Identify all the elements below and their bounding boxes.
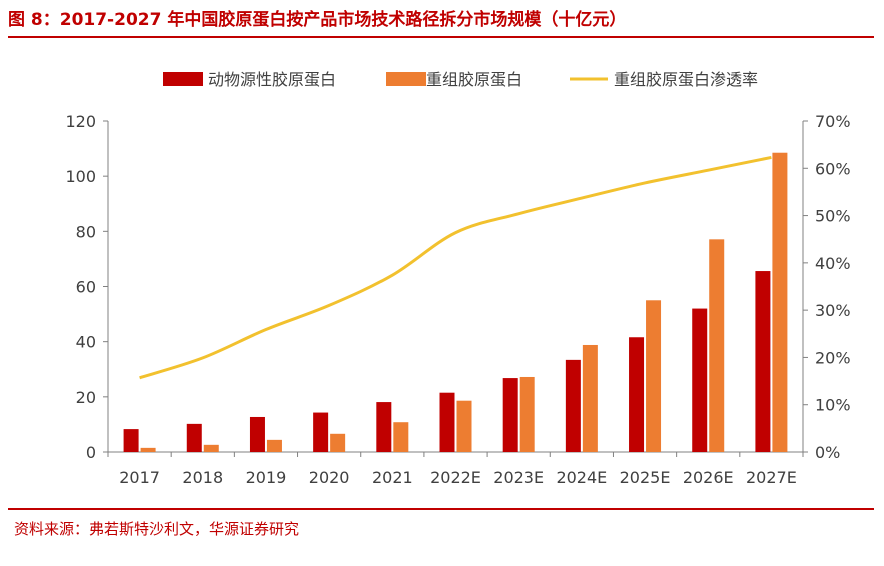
title-divider	[8, 36, 874, 38]
left-tick-label: 120	[65, 112, 96, 131]
legend-recombinant-swatch	[386, 72, 426, 86]
x-tick-label: 2020	[309, 468, 350, 487]
left-tick-label: 80	[76, 222, 96, 241]
bar-recombinant	[646, 300, 662, 452]
bar-recombinant	[203, 444, 219, 452]
right-tick-label: 50%	[815, 207, 851, 226]
right-tick-label: 10%	[815, 396, 851, 415]
legend-recombinant-label: 重组胶原蛋白	[426, 70, 522, 89]
bar-animal	[123, 429, 139, 452]
penetration-line	[139, 155, 772, 380]
bar-animal	[565, 359, 581, 452]
bar-recombinant	[772, 152, 788, 453]
right-tick-label: 30%	[815, 301, 851, 320]
left-tick-label: 20	[76, 388, 96, 407]
bar-animal	[692, 308, 708, 452]
left-tick-label: 40	[76, 333, 96, 352]
bar-recombinant	[140, 447, 156, 452]
left-tick-label: 60	[76, 278, 96, 297]
x-tick-label: 2018	[182, 468, 223, 487]
penetration-line-group	[139, 155, 772, 380]
right-tick-label: 70%	[815, 112, 851, 131]
bar-animal	[755, 271, 771, 452]
bar-recombinant	[456, 400, 472, 452]
bar-recombinant	[393, 422, 409, 452]
bar-animal	[376, 402, 392, 452]
x-tick-label: 2025E	[620, 468, 671, 487]
x-tick-label: 2027E	[746, 468, 797, 487]
x-tick-label: 2022E	[430, 468, 481, 487]
right-tick-label: 20%	[815, 348, 851, 367]
axes: 0 20 40 60 80 100 120 0% 10% 20% 30% 40% 50% 60% 70% 20…	[65, 112, 850, 487]
right-tick-label: 0%	[815, 443, 840, 462]
bar-recombinant	[330, 433, 346, 452]
bar-animal	[186, 423, 202, 452]
x-tick-label: 2024E	[556, 468, 607, 487]
x-tick-label: 2017	[119, 468, 160, 487]
bar-recombinant	[519, 376, 535, 452]
bar-animal	[629, 337, 645, 452]
bar-recombinant	[709, 239, 725, 452]
bars	[123, 152, 788, 453]
bar-recombinant	[266, 439, 282, 452]
bar-animal	[249, 416, 265, 452]
legend-animal-label: 动物源性胶原蛋白	[208, 70, 336, 89]
x-tick-label: 2021	[372, 468, 413, 487]
bar-animal	[313, 412, 329, 452]
source-note: 资料来源：弗若斯特沙利文，华源证券研究	[14, 520, 300, 538]
chart-title: 图 8：2017-2027 年中国胶原蛋白按产品市场技术路径拆分市场规模（十亿元…	[8, 10, 627, 30]
right-tick-label: 60%	[815, 159, 851, 178]
left-tick-label: 100	[65, 167, 96, 186]
right-tick-label: 40%	[815, 254, 851, 273]
bar-animal	[439, 392, 455, 452]
left-tick-label: 0	[86, 443, 96, 462]
x-tick-label: 2019	[246, 468, 287, 487]
legend-rate-label: 重组胶原蛋白渗透率	[614, 70, 758, 89]
source-divider	[8, 508, 874, 510]
legend: 动物源性胶原蛋白 重组胶原蛋白 重组胶原蛋白渗透率	[163, 70, 758, 89]
legend-animal-swatch	[163, 72, 203, 86]
bar-recombinant	[582, 344, 598, 452]
x-tick-label: 2026E	[683, 468, 734, 487]
bar-animal	[502, 378, 518, 452]
x-tick-label: 2023E	[493, 468, 544, 487]
